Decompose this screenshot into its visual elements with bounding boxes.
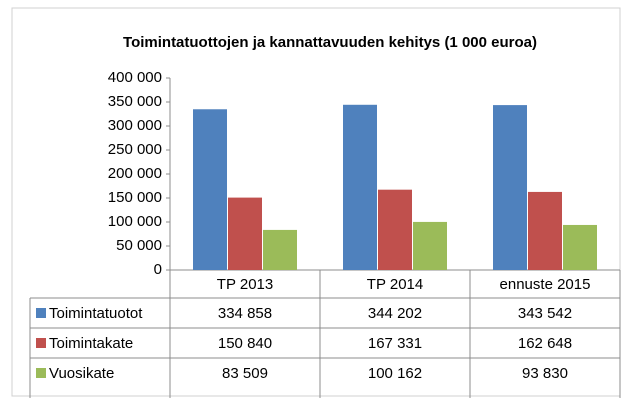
y-tick-label: 350 000 — [108, 93, 162, 110]
bar — [563, 224, 597, 270]
legend-label: Toimintakate — [49, 335, 133, 352]
data-table-cell: 150 840 — [218, 335, 272, 352]
chart-title: Toimintatuottojen ja kannattavuuden kehi… — [123, 34, 537, 51]
bar — [528, 191, 562, 270]
y-tick-label: 50 000 — [116, 237, 162, 254]
data-table-cell: 343 542 — [518, 305, 572, 322]
y-tick-label: 100 000 — [108, 213, 162, 230]
bar — [343, 104, 377, 270]
legend-swatch — [36, 338, 46, 348]
bar — [193, 109, 227, 270]
legend-swatch — [36, 308, 46, 318]
y-tick-label: 200 000 — [108, 165, 162, 182]
data-table-cell: 334 858 — [218, 305, 272, 322]
bar — [378, 189, 412, 270]
y-tick-label: 400 000 — [108, 69, 162, 86]
legend-label: Vuosikate — [49, 365, 114, 382]
y-tick-label: 0 — [154, 261, 162, 278]
y-tick-label: 150 000 — [108, 189, 162, 206]
x-tick-label: TP 2014 — [367, 276, 423, 293]
data-table-cell: 344 202 — [368, 305, 422, 322]
data-table-cell: 162 648 — [518, 335, 572, 352]
chart-frame — [11, 7, 621, 397]
y-tick-label: 300 000 — [108, 117, 162, 134]
bar — [228, 197, 262, 270]
x-tick-label: TP 2013 — [217, 276, 273, 293]
data-table-cell: 167 331 — [368, 335, 422, 352]
x-tick-label: ennuste 2015 — [500, 276, 591, 293]
legend-label: Toimintatuotot — [49, 305, 143, 322]
bar — [413, 221, 447, 270]
data-table-cell: 93 830 — [522, 365, 568, 382]
bar — [493, 105, 527, 270]
data-table-cell: 83 509 — [222, 365, 268, 382]
data-table-cell: 100 162 — [368, 365, 422, 382]
bar — [263, 229, 297, 270]
legend-swatch — [36, 368, 46, 378]
y-tick-label: 250 000 — [108, 141, 162, 158]
